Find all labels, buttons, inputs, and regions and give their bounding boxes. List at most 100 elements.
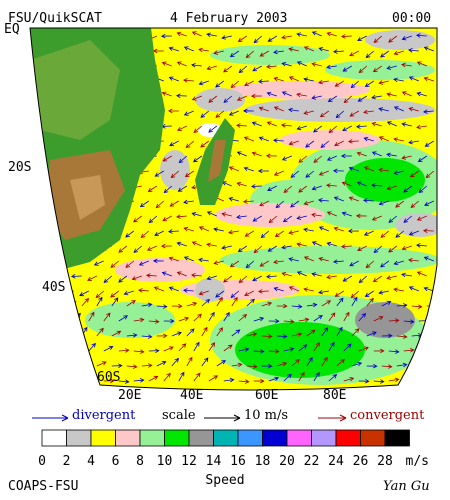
- wind-arrow: [408, 107, 419, 112]
- wind-arrow: [246, 332, 258, 337]
- wind-arrow: [378, 290, 389, 295]
- wind-arrow: [326, 31, 337, 37]
- wind-arrow: [282, 215, 293, 223]
- wind-arrow: [178, 155, 188, 164]
- wind-arrow: [268, 318, 280, 324]
- wind-arrow: [288, 257, 299, 262]
- wind-arrow: [167, 108, 179, 114]
- wind-arrow: [250, 93, 262, 99]
- wind-arrow: [258, 106, 269, 112]
- wind-arrow: [320, 140, 330, 149]
- wind-arrow: [162, 155, 172, 162]
- colorbar-label: 0: [38, 454, 46, 469]
- wind-arrow: [357, 245, 367, 252]
- wind-arrow: [303, 287, 314, 292]
- colorbar-swatch: [262, 429, 288, 447]
- wind-arrow: [349, 110, 360, 117]
- wind-arrow: [244, 80, 254, 87]
- wind-arrow: [168, 286, 179, 292]
- wind-arrow: [381, 300, 392, 307]
- wind-arrow: [253, 245, 263, 254]
- wind-arrow: [58, 371, 65, 382]
- wind-arrow: [408, 76, 419, 82]
- wind-arrow: [236, 95, 247, 101]
- wind-arrow: [223, 377, 235, 383]
- wind-arrow: [252, 65, 262, 72]
- wind-arrow: [261, 363, 273, 369]
- wind-arrow: [356, 181, 367, 187]
- wind-arrow: [408, 257, 419, 263]
- wind-arrow: [258, 136, 269, 142]
- wind-arrow: [348, 196, 359, 202]
- wind-arrow: [193, 125, 203, 134]
- wind-arrow: [246, 364, 258, 369]
- wind-arrow: [213, 260, 224, 265]
- wind-arrow: [138, 288, 149, 293]
- wind-arrow: [408, 48, 419, 53]
- wind-arrow: [201, 326, 208, 337]
- wind-arrow: [326, 64, 337, 70]
- wind-arrow: [422, 228, 434, 234]
- wind-arrow: [253, 378, 265, 384]
- wind-arrow: [275, 200, 285, 209]
- wind-arrow: [221, 212, 232, 217]
- wind-arrow: [426, 357, 434, 367]
- wind-arrow: [221, 245, 232, 250]
- wind-arrow: [283, 185, 293, 194]
- wind-arrow: [252, 275, 262, 282]
- wind-arrow: [33, 140, 44, 145]
- map: [30, 28, 437, 390]
- wind-arrow: [433, 316, 437, 322]
- wind-arrow: [126, 333, 138, 338]
- wind-arrow: [386, 275, 397, 280]
- wind-arrow: [333, 196, 344, 202]
- wind-arrow: [30, 91, 37, 97]
- wind-arrow: [318, 79, 329, 85]
- wind-arrow: [364, 290, 375, 297]
- wind-arrow: [291, 332, 303, 337]
- wind-arrow: [296, 215, 307, 220]
- wind-arrow: [96, 327, 104, 337]
- wind-arrow: [342, 125, 352, 132]
- wind-arrow: [148, 319, 160, 324]
- wind-arrow: [326, 241, 337, 247]
- wind-arrow: [401, 122, 412, 127]
- wind-arrow: [243, 199, 254, 204]
- wind-arrow: [111, 297, 119, 307]
- wind-arrow: [303, 200, 314, 206]
- wind-arrow: [381, 364, 393, 369]
- wind-arrow: [141, 302, 153, 308]
- wind-arrow: [418, 185, 428, 194]
- wind-arrow: [221, 35, 232, 40]
- wind-arrow: [206, 32, 217, 38]
- wind-arrow: [393, 137, 404, 142]
- wind-arrow: [348, 166, 359, 172]
- wind-arrow: [213, 50, 224, 55]
- wind-arrow: [176, 61, 187, 67]
- wind-arrow: [176, 214, 187, 219]
- wind-arrow: [131, 275, 142, 281]
- wind-arrow: [306, 329, 316, 337]
- wind-arrow: [393, 170, 404, 175]
- wind-arrow: [288, 107, 299, 113]
- colorbar-label: 2: [63, 454, 71, 469]
- wind-arrow: [111, 330, 122, 337]
- wind-arrow: [33, 257, 44, 263]
- colorbar-swatch: [360, 429, 386, 447]
- wind-arrow: [365, 50, 375, 59]
- wind-arrow: [183, 226, 194, 232]
- wind-arrow: [336, 297, 344, 307]
- wind-arrow: [281, 155, 292, 161]
- wind-arrow: [378, 136, 389, 142]
- wind-arrow: [306, 356, 313, 367]
- wind-arrow: [313, 125, 323, 133]
- colorbar-label: 24: [328, 454, 344, 469]
- wind-arrow: [306, 302, 318, 308]
- wind-arrow: [231, 329, 241, 337]
- wind-arrow: [231, 296, 238, 307]
- colorbar-swatch: [311, 429, 337, 447]
- wind-arrow: [378, 200, 389, 206]
- wind-arrow: [253, 349, 265, 354]
- wind-arrow: [141, 334, 153, 339]
- colorbar-swatch: [188, 429, 214, 447]
